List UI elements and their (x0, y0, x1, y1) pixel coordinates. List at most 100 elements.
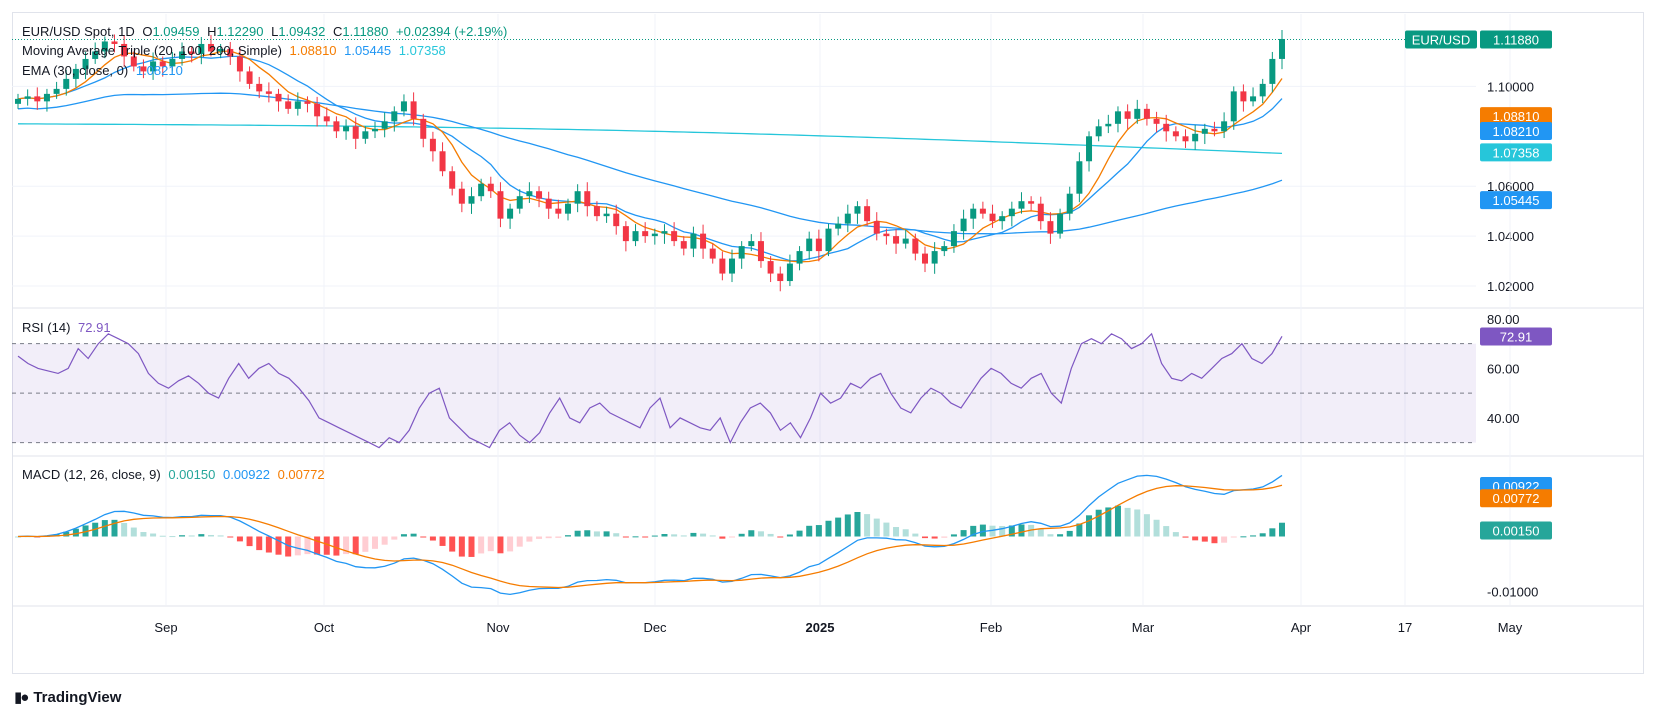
candle-body (1095, 126, 1102, 137)
candle-body (150, 61, 157, 72)
candle-body (719, 258, 726, 274)
candle-body (1250, 96, 1257, 102)
candle-body (362, 131, 369, 139)
price-badge (1480, 191, 1552, 210)
candle-body (748, 241, 755, 247)
candle-body (497, 191, 504, 219)
macd-hist-bar (458, 536, 465, 557)
macd-hist-bar (912, 533, 919, 537)
close-label: C (332, 24, 343, 39)
macd-hist-bar (372, 536, 379, 549)
candle-body (883, 233, 890, 237)
candle-body (989, 213, 996, 222)
candle-body (613, 213, 620, 227)
macd-hist-bar (1086, 515, 1093, 537)
candle-body (487, 183, 494, 192)
macd-hist-bar (806, 525, 813, 537)
macd-hist-bar (632, 536, 639, 538)
macd-hist-bar (1057, 534, 1064, 537)
ema-legend: EMA (30, close, 0) 1.08210 (22, 63, 187, 78)
macd-hist-bar (198, 534, 205, 537)
macd-hist-value: 0.00150 (168, 467, 216, 482)
ma-legend: Moving Average Triple (20, 100, 200, Sim… (22, 43, 450, 58)
macd-hist-bar (941, 536, 948, 538)
time-tick-label: 17 (1398, 620, 1412, 635)
macd-hist-bar (343, 536, 350, 555)
macd-hist-bar (593, 531, 600, 537)
macd-hist-bar (1047, 534, 1054, 537)
candle-body (1037, 203, 1044, 222)
candle-body (72, 68, 79, 79)
price-badge (1480, 122, 1552, 141)
macd-line-value: 0.00922 (222, 467, 270, 482)
macd-hist-bar (1182, 536, 1189, 538)
macd-signal-value: 0.00772 (277, 467, 325, 482)
macd-hist-bar (873, 518, 880, 537)
candle-body (555, 208, 562, 214)
candle-body (1259, 83, 1266, 97)
candle-body (159, 61, 166, 67)
time-tick-label: Mar (1132, 620, 1155, 635)
macd-hist-bar (1153, 519, 1160, 537)
macd-hist-bar (854, 512, 861, 537)
macd-hist-bar (72, 528, 79, 537)
open-value: 1.09459 (152, 24, 200, 39)
time-tick-label: Feb (980, 620, 1002, 635)
candle-body (43, 93, 50, 102)
candle-body (1066, 193, 1073, 214)
macd-hist-bar (786, 534, 793, 537)
macd-hist-bar (1095, 509, 1102, 537)
rsi-tick-label: 80.00 (1487, 312, 1520, 327)
candle-body (700, 233, 707, 249)
candle-body (352, 126, 359, 139)
candle-body (815, 238, 822, 252)
macd-hist-bar (362, 536, 369, 552)
macd-hist-bar (719, 536, 726, 539)
macd-hist-bar (111, 519, 118, 537)
candle-body (806, 238, 813, 252)
candle-body (179, 51, 186, 59)
macd-hist-bar (82, 525, 89, 537)
candle-body (372, 128, 379, 132)
macd-hist-bar (246, 536, 253, 547)
macd-line (17, 474, 1283, 596)
macd-hist-bar (352, 536, 359, 555)
macd-hist-bar (796, 530, 803, 537)
macd-hist-bar (449, 536, 456, 552)
macd-hist-bar (844, 514, 851, 537)
candle-body (53, 88, 60, 94)
symbol-badge-text: EUR/USD (1412, 32, 1471, 47)
macd-hist-bar (1114, 505, 1121, 537)
macd-hist-bar (439, 536, 446, 546)
macd-hist-bar (555, 536, 562, 538)
macd-hist-bar (256, 536, 263, 551)
time-tick-label: Apr (1291, 620, 1312, 635)
candle-body (1057, 213, 1064, 234)
ma100-value: 1.05445 (344, 43, 392, 58)
candle-body (979, 208, 986, 214)
candle-body (1211, 128, 1218, 132)
candle-body (1008, 208, 1015, 217)
candle-body (651, 233, 658, 237)
candle-body (111, 41, 118, 44)
chart-frame (12, 12, 1644, 674)
candle-body (429, 138, 436, 152)
tradingview-logo[interactable]: ▮● TradingView (14, 688, 121, 706)
macd-hist-bar (1192, 536, 1199, 541)
macd-hist-bar (989, 525, 996, 537)
candle-body (1124, 111, 1131, 119)
candle-body (921, 253, 928, 264)
candle-body (757, 241, 764, 262)
candle-body (468, 196, 475, 204)
macd-hist-bar (1240, 536, 1247, 538)
macd-hist-bar (1259, 533, 1266, 537)
macd-hist-bar (1143, 514, 1150, 537)
candle-body (786, 263, 793, 282)
close-value: 1.11880 (342, 24, 389, 39)
candle-body (507, 208, 514, 219)
candle-body (188, 51, 195, 54)
candle-body (873, 221, 880, 234)
candle-body (439, 151, 446, 172)
macd-hist-bar (121, 522, 128, 537)
